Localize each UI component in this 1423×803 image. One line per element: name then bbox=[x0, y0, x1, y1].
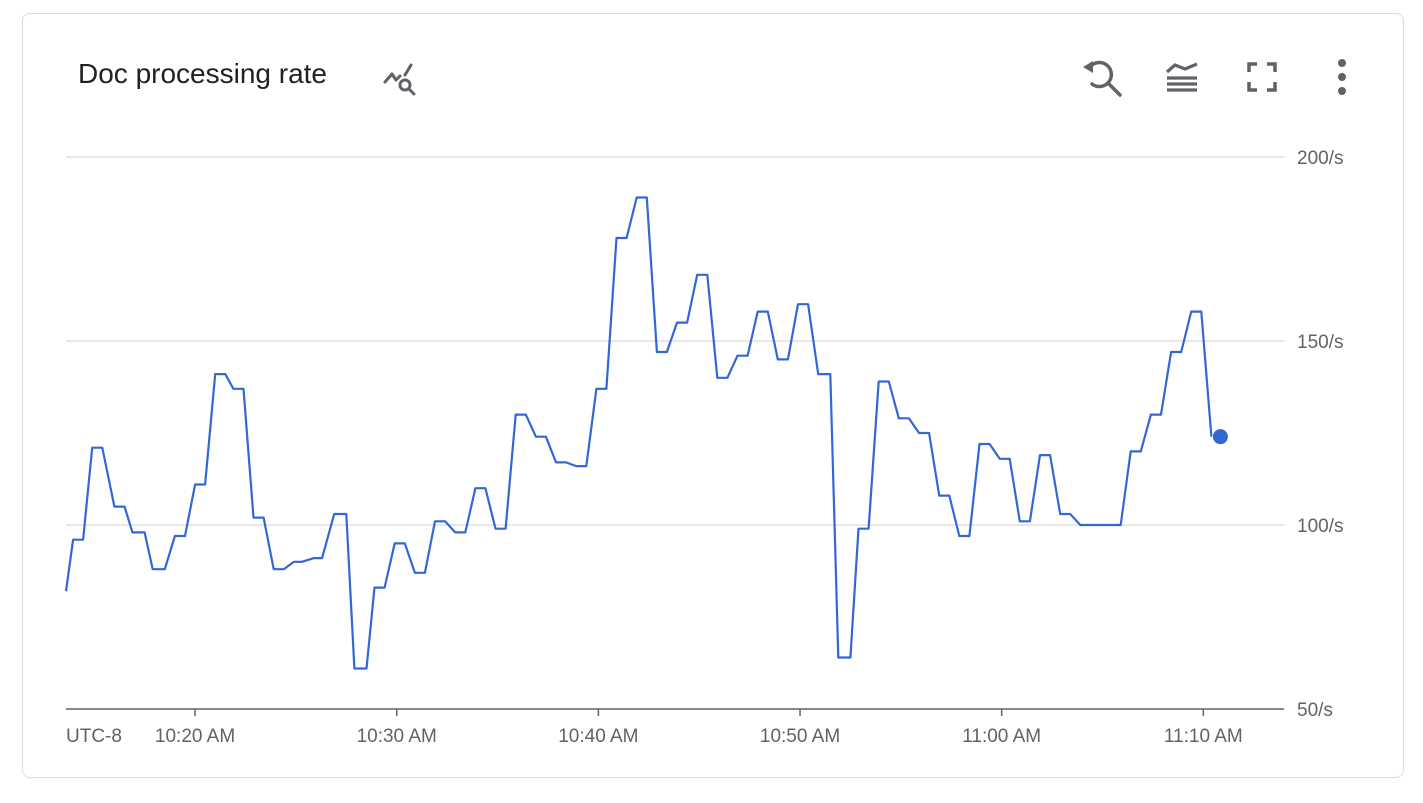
y-tick-label: 200/s bbox=[1297, 148, 1343, 169]
reset-zoom-icon[interactable] bbox=[1078, 55, 1124, 101]
x-tick-label: 11:00 AM bbox=[962, 726, 1041, 747]
series-line-0 bbox=[64, 196, 1213, 670]
last-value-marker bbox=[1212, 429, 1228, 445]
chart-card bbox=[22, 13, 1404, 778]
x-tick-label: 10:40 AM bbox=[558, 726, 638, 747]
series bbox=[64, 196, 1228, 670]
y-tick-label: 50/s bbox=[1297, 700, 1333, 721]
x-tick-label: 11:10 AM bbox=[1164, 726, 1243, 747]
y-axis: 50/s 100/s 150/s 200/s bbox=[1297, 148, 1343, 721]
x-tick-label: 10:30 AM bbox=[357, 726, 437, 747]
y-tick-label: 100/s bbox=[1297, 516, 1343, 537]
x-tick-labels: UTC-8 10:20 AM 10:30 AM 10:40 AM 10:50 AM 11:… bbox=[66, 726, 1243, 747]
x-axis bbox=[66, 708, 1284, 716]
timezone-label: UTC-8 bbox=[66, 726, 122, 747]
chart-explore-icon[interactable] bbox=[380, 60, 420, 100]
x-tick-label: 10:50 AM bbox=[760, 726, 840, 747]
legend-toggle-icon[interactable] bbox=[1163, 60, 1201, 96]
more-vert-icon[interactable] bbox=[1331, 58, 1353, 96]
y-tick-label: 150/s bbox=[1297, 332, 1343, 353]
chart-title: Doc processing rate bbox=[78, 58, 328, 89]
x-tick-label: 10:20 AM bbox=[155, 726, 235, 747]
fullscreen-icon[interactable] bbox=[1246, 61, 1278, 93]
